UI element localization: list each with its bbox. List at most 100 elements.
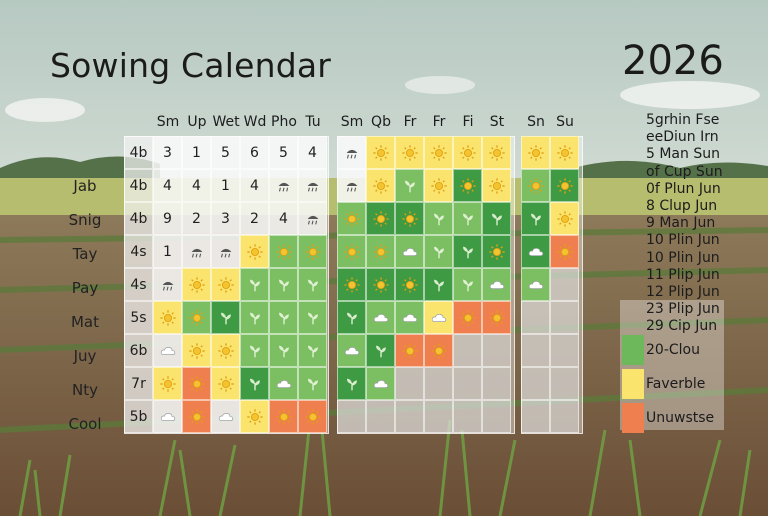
calendar-cell[interactable] [240, 334, 269, 367]
calendar-cell[interactable] [482, 202, 511, 235]
calendar-cell[interactable] [182, 367, 211, 400]
calendar-cell[interactable] [482, 301, 511, 334]
calendar-cell[interactable] [424, 400, 453, 433]
calendar-cell[interactable] [482, 268, 511, 301]
calendar-cell[interactable] [482, 235, 511, 268]
lead-cell[interactable]: 4b [124, 202, 153, 235]
lead-cell[interactable]: 7r [124, 367, 153, 400]
calendar-cell[interactable] [550, 136, 579, 169]
lead-cell[interactable]: 4s [124, 268, 153, 301]
calendar-cell[interactable] [240, 268, 269, 301]
calendar-cell[interactable]: 4 [298, 136, 327, 169]
calendar-cell[interactable]: 4 [269, 202, 298, 235]
calendar-cell[interactable] [298, 202, 327, 235]
calendar-cell[interactable]: 5 [269, 136, 298, 169]
calendar-cell[interactable] [269, 235, 298, 268]
calendar-cell[interactable] [521, 301, 550, 334]
calendar-cell[interactable] [366, 301, 395, 334]
calendar-cell[interactable]: 4 [240, 169, 269, 202]
calendar-cell[interactable] [153, 334, 182, 367]
calendar-cell[interactable] [521, 334, 550, 367]
calendar-cell[interactable] [240, 367, 269, 400]
calendar-cell[interactable] [550, 268, 579, 301]
calendar-cell[interactable] [550, 367, 579, 400]
lead-cell[interactable]: 6b [124, 334, 153, 367]
calendar-cell[interactable] [240, 301, 269, 334]
calendar-cell[interactable] [550, 334, 579, 367]
calendar-cell[interactable] [521, 169, 550, 202]
calendar-cell[interactable] [424, 235, 453, 268]
calendar-cell[interactable]: 2 [182, 202, 211, 235]
calendar-cell[interactable] [182, 268, 211, 301]
calendar-cell[interactable] [337, 202, 366, 235]
calendar-cell[interactable]: 4 [153, 169, 182, 202]
calendar-cell[interactable]: 5 [211, 136, 240, 169]
calendar-cell[interactable] [211, 367, 240, 400]
calendar-cell[interactable] [298, 334, 327, 367]
calendar-cell[interactable]: 1 [182, 136, 211, 169]
calendar-cell[interactable] [550, 202, 579, 235]
calendar-cell[interactable] [453, 235, 482, 268]
calendar-cell[interactable] [269, 400, 298, 433]
calendar-cell[interactable] [337, 136, 366, 169]
calendar-cell[interactable] [269, 301, 298, 334]
calendar-cell[interactable] [453, 136, 482, 169]
calendar-cell[interactable] [395, 235, 424, 268]
calendar-cell[interactable] [182, 334, 211, 367]
calendar-cell[interactable] [482, 169, 511, 202]
calendar-cell[interactable] [453, 301, 482, 334]
calendar-cell[interactable] [550, 301, 579, 334]
calendar-cell[interactable] [395, 400, 424, 433]
calendar-cell[interactable] [366, 334, 395, 367]
calendar-cell[interactable] [211, 235, 240, 268]
calendar-cell[interactable] [482, 367, 511, 400]
calendar-cell[interactable] [424, 268, 453, 301]
calendar-cell[interactable] [424, 169, 453, 202]
calendar-cell[interactable] [521, 202, 550, 235]
calendar-cell[interactable] [453, 367, 482, 400]
calendar-cell[interactable] [211, 268, 240, 301]
calendar-cell[interactable] [453, 169, 482, 202]
calendar-cell[interactable] [395, 202, 424, 235]
calendar-cell[interactable] [182, 400, 211, 433]
calendar-cell[interactable] [153, 268, 182, 301]
calendar-cell[interactable] [337, 400, 366, 433]
calendar-cell[interactable] [153, 400, 182, 433]
calendar-cell[interactable] [395, 334, 424, 367]
calendar-cell[interactable] [366, 235, 395, 268]
calendar-cell[interactable] [453, 268, 482, 301]
calendar-cell[interactable] [521, 268, 550, 301]
calendar-cell[interactable] [453, 202, 482, 235]
calendar-cell[interactable] [453, 400, 482, 433]
calendar-cell[interactable] [211, 400, 240, 433]
calendar-cell[interactable] [337, 334, 366, 367]
calendar-cell[interactable] [240, 400, 269, 433]
lead-cell[interactable]: 5s [124, 301, 153, 334]
calendar-cell[interactable] [269, 169, 298, 202]
calendar-cell[interactable] [337, 235, 366, 268]
calendar-cell[interactable] [424, 136, 453, 169]
lead-cell[interactable]: 4b [124, 136, 153, 169]
calendar-cell[interactable] [521, 400, 550, 433]
calendar-cell[interactable] [298, 268, 327, 301]
calendar-cell[interactable] [337, 301, 366, 334]
calendar-cell[interactable]: 1 [211, 169, 240, 202]
calendar-cell[interactable] [366, 136, 395, 169]
calendar-cell[interactable] [453, 334, 482, 367]
calendar-cell[interactable] [550, 169, 579, 202]
calendar-cell[interactable] [521, 367, 550, 400]
calendar-cell[interactable]: 2 [240, 202, 269, 235]
calendar-cell[interactable] [366, 367, 395, 400]
calendar-cell[interactable] [482, 136, 511, 169]
lead-cell[interactable]: 5b [124, 400, 153, 433]
calendar-cell[interactable]: 9 [153, 202, 182, 235]
calendar-cell[interactable] [298, 367, 327, 400]
calendar-cell[interactable] [366, 169, 395, 202]
calendar-cell[interactable] [182, 301, 211, 334]
calendar-cell[interactable] [395, 301, 424, 334]
calendar-cell[interactable] [395, 268, 424, 301]
calendar-cell[interactable] [395, 367, 424, 400]
calendar-cell[interactable] [298, 169, 327, 202]
calendar-cell[interactable] [550, 235, 579, 268]
calendar-cell[interactable] [521, 136, 550, 169]
